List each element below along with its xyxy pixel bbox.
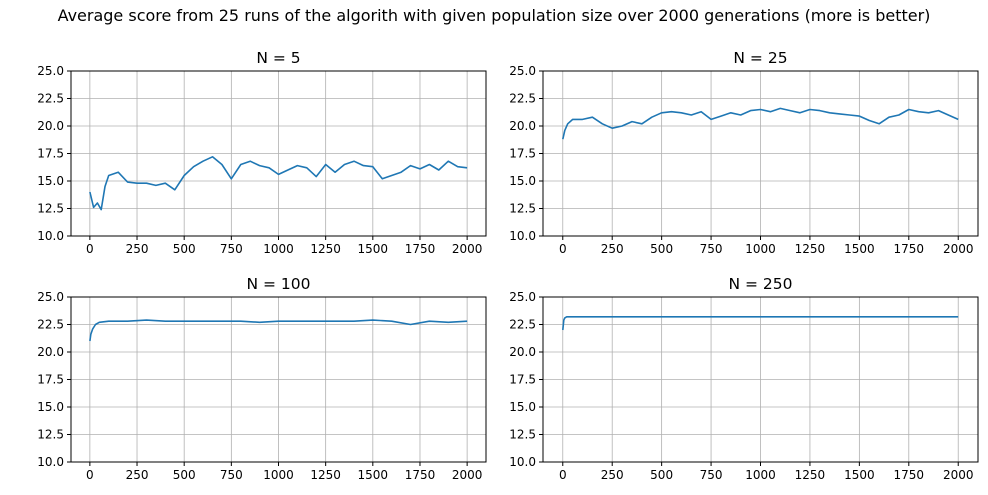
x-tick-label: 750 xyxy=(220,468,243,482)
y-tick-label: 12.5 xyxy=(37,428,64,442)
subplot-title: N = 100 xyxy=(246,275,310,293)
x-tick-label: 1250 xyxy=(795,242,826,256)
y-tick-label: 17.5 xyxy=(509,147,536,161)
x-tick-label: 1000 xyxy=(263,468,294,482)
x-tick-label: 1250 xyxy=(310,468,341,482)
x-tick-label: 250 xyxy=(601,468,624,482)
x-tick-label: 1500 xyxy=(358,242,389,256)
x-tick-label: 1000 xyxy=(745,242,776,256)
y-tick-label: 17.5 xyxy=(37,373,64,387)
subplot-title: N = 5 xyxy=(256,49,300,67)
y-tick-label: 10.0 xyxy=(37,229,64,243)
y-tick-label: 15.0 xyxy=(509,400,536,414)
x-tick-label: 1500 xyxy=(358,468,389,482)
x-tick-label: 2000 xyxy=(452,242,483,256)
x-tick-label: 750 xyxy=(220,242,243,256)
y-tick-label: 12.5 xyxy=(37,202,64,216)
x-tick-label: 0 xyxy=(559,242,567,256)
y-tick-label: 22.5 xyxy=(509,92,536,106)
x-tick-label: 750 xyxy=(700,468,723,482)
y-tick-label: 22.5 xyxy=(37,318,64,332)
x-tick-label: 1750 xyxy=(405,242,436,256)
subplot-3: N = 100 0 250 500 750 1000 1250 1500 1750 2000 10.… xyxy=(37,275,487,482)
x-tick-label: 1250 xyxy=(795,468,826,482)
x-tick-label: 0 xyxy=(86,468,94,482)
y-tick-label: 20.0 xyxy=(37,345,64,359)
x-tick-label: 500 xyxy=(650,242,673,256)
y-tick-label: 20.0 xyxy=(37,119,64,133)
x-tick-label: 2000 xyxy=(452,468,483,482)
y-tick-label: 10.0 xyxy=(37,455,64,469)
series-line xyxy=(89,319,468,342)
y-tick-label: 17.5 xyxy=(37,147,64,161)
x-tick-label: 500 xyxy=(650,468,673,482)
x-tick-label: 1250 xyxy=(310,242,341,256)
y-tick-label: 20.0 xyxy=(509,345,536,359)
x-tick-label: 2000 xyxy=(943,242,974,256)
y-tick-label: 22.5 xyxy=(509,318,536,332)
y-tick-label: 22.5 xyxy=(37,92,64,106)
y-tick-label: 25.0 xyxy=(509,64,536,78)
series-line xyxy=(562,315,959,331)
x-tick-label: 750 xyxy=(700,242,723,256)
y-tick-label: 25.0 xyxy=(509,290,536,304)
y-tick-label: 25.0 xyxy=(37,290,64,304)
x-tick-label: 0 xyxy=(559,468,567,482)
x-tick-label: 250 xyxy=(126,242,149,256)
x-tick-label: 1750 xyxy=(405,468,436,482)
y-tick-label: 12.5 xyxy=(509,428,536,442)
y-tick-label: 10.0 xyxy=(509,455,536,469)
x-tick-label: 250 xyxy=(126,468,149,482)
x-tick-label: 500 xyxy=(173,468,196,482)
series-line xyxy=(562,107,959,140)
subplot-title: N = 25 xyxy=(733,49,787,67)
figure-suptitle: Average score from 25 runs of the algori… xyxy=(57,6,931,25)
x-tick-label: 2000 xyxy=(943,468,974,482)
y-tick-label: 25.0 xyxy=(37,64,64,78)
y-tick-label: 20.0 xyxy=(509,119,536,133)
y-tick-label: 17.5 xyxy=(509,373,536,387)
series-line xyxy=(89,156,468,211)
y-tick-label: 10.0 xyxy=(509,229,536,243)
x-tick-label: 1500 xyxy=(844,242,875,256)
x-tick-label: 1000 xyxy=(745,468,776,482)
x-tick-label: 250 xyxy=(601,242,624,256)
x-tick-label: 500 xyxy=(173,242,196,256)
y-tick-label: 12.5 xyxy=(509,202,536,216)
x-tick-label: 1000 xyxy=(263,242,294,256)
x-tick-label: 1750 xyxy=(894,242,925,256)
subplot-4: N = 250 0 250 500 750 1000 1250 1500 1750 2000 10.… xyxy=(509,275,979,482)
x-tick-label: 0 xyxy=(86,242,94,256)
y-tick-label: 15.0 xyxy=(37,400,64,414)
subplot-title: N = 250 xyxy=(728,275,792,293)
x-tick-label: 1750 xyxy=(894,468,925,482)
y-tick-label: 15.0 xyxy=(509,174,536,188)
subplot-2: N = 25 0 250 500 750 1000 1250 1500 1750 2000 10.0… xyxy=(509,49,979,256)
y-tick-label: 15.0 xyxy=(37,174,64,188)
subplot-1: N = 5 0 250 500 750 1000 1250 1500 1750 2000 10.0 1… xyxy=(37,49,487,256)
x-tick-label: 1500 xyxy=(844,468,875,482)
